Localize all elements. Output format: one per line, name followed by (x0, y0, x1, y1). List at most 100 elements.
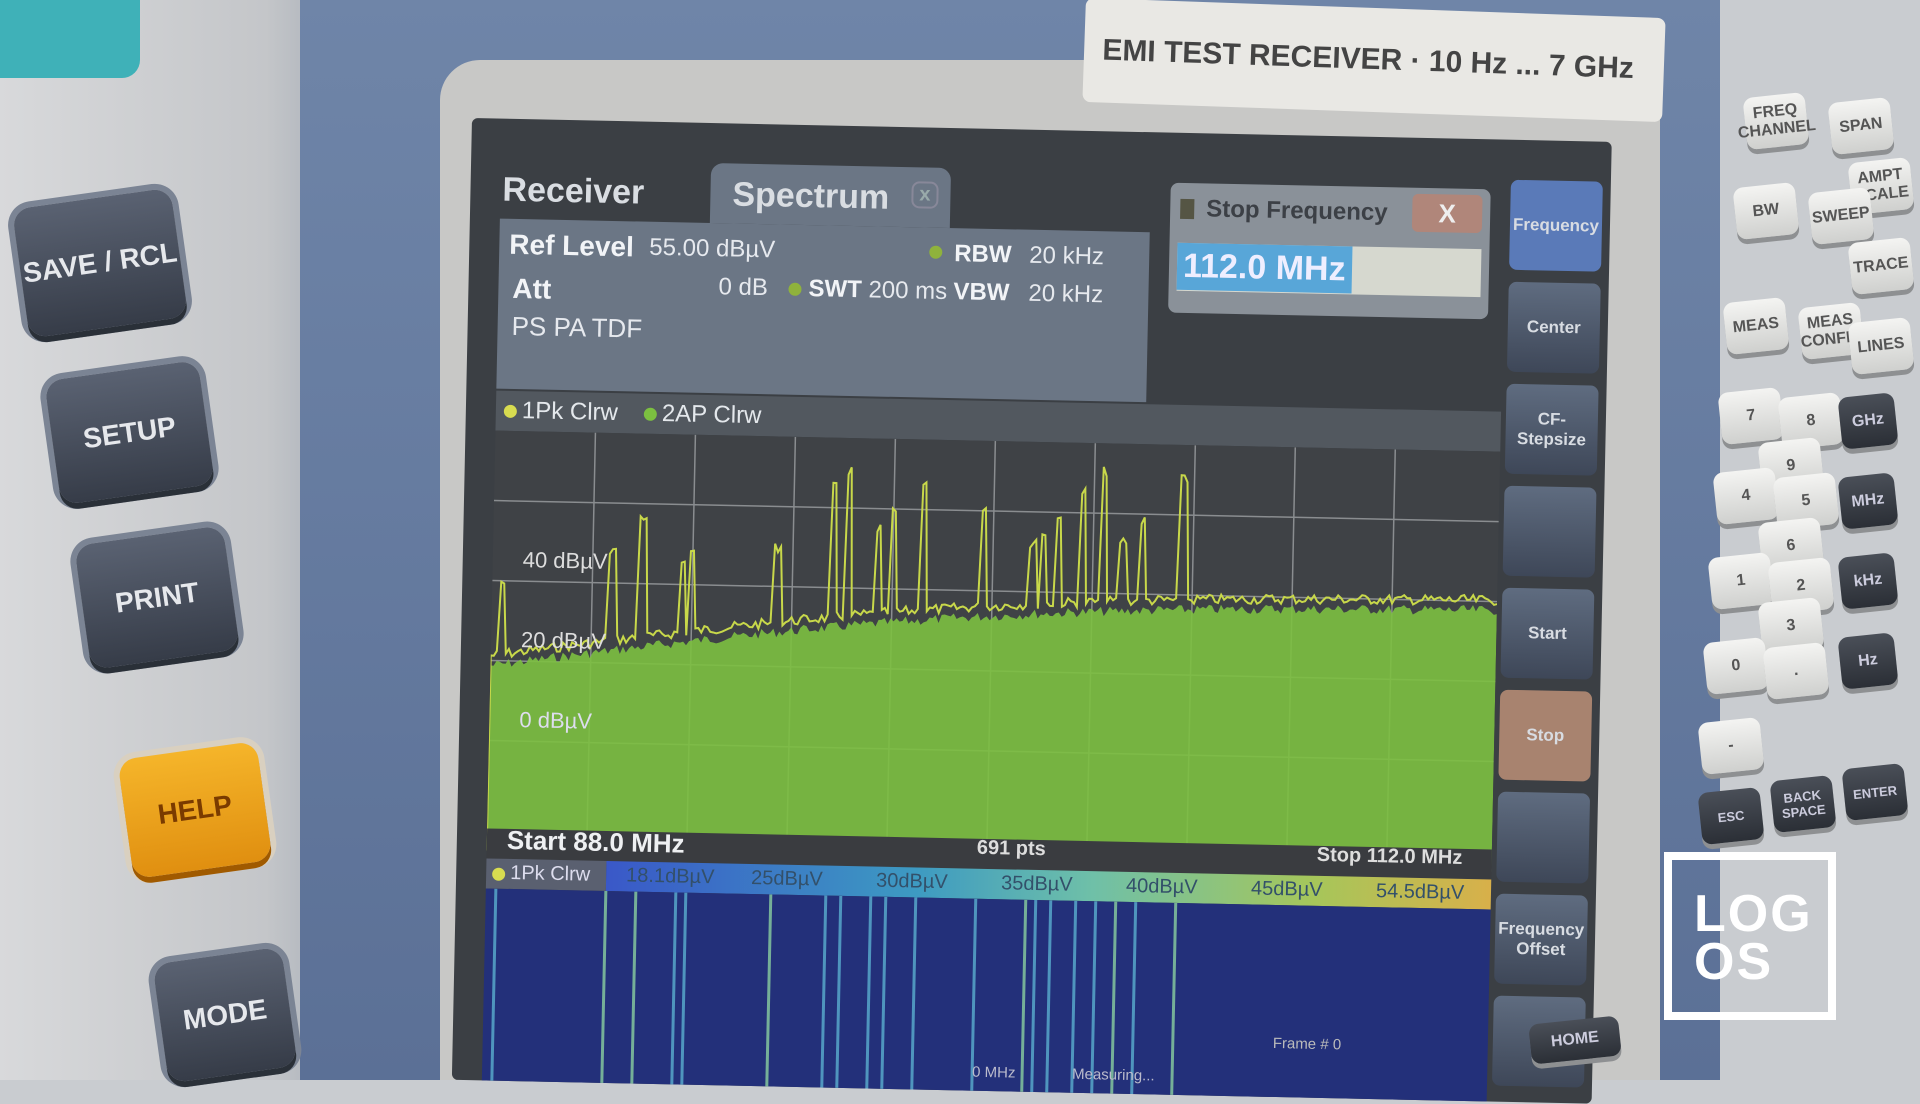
tab-close-icon[interactable]: x (911, 181, 939, 209)
softkey-cf-stepsize[interactable]: CF-Stepsize (1504, 383, 1599, 476)
bottom-frequency-label: 0 MHz (971, 1063, 1016, 1082)
key-back-space[interactable]: BACK SPACE (1769, 774, 1837, 834)
key-1[interactable]: 1 (1707, 551, 1775, 611)
analyzer-screen: Receiver Spectrum x Ref Level 55.00 dBµV … (451, 118, 1612, 1104)
vbw-label: VBW (953, 278, 1010, 307)
att-label: Att (512, 272, 552, 305)
softkey-start[interactable]: Start (1500, 587, 1595, 680)
colorbar-label: 45dBµV (1250, 877, 1323, 901)
spectrogram-line (835, 895, 843, 1096)
dialog-grip-icon (1180, 198, 1195, 220)
key-sweep[interactable]: SWEEP (1807, 186, 1875, 246)
tab-spectrum[interactable]: Spectrum x (709, 163, 952, 229)
key-ghz[interactable]: GHz (1837, 392, 1899, 450)
frame-label: Frame # 0 (1272, 1034, 1342, 1054)
key-span[interactable]: SPAN (1827, 96, 1895, 156)
title-plate: EMI TEST RECEIVER · 10 Hz ... 7 GHz (1082, 0, 1666, 123)
trace1-dot-icon (503, 404, 517, 419)
key-4[interactable]: 4 (1712, 466, 1780, 526)
swt-indicator-icon (788, 282, 802, 296)
spectrogram-line (1030, 899, 1038, 1100)
vbw-value: 20 kHz (1028, 279, 1104, 309)
spectrogram-line (1110, 901, 1118, 1102)
y-label-40: 40 dBµV (522, 547, 608, 574)
setup-button[interactable]: SETUP (44, 359, 215, 506)
spectrogram-line (880, 896, 888, 1097)
trace2-label: 2AP Clrw (661, 400, 762, 430)
trace2-fill (486, 604, 1497, 872)
spectrogram-line (865, 896, 873, 1097)
help-button[interactable]: HELP (117, 740, 273, 880)
key-khz[interactable]: kHz (1837, 552, 1899, 610)
spectrogram-trace-text: 1Pk Clrw (509, 861, 591, 886)
colorbar-label: 35dBµV (1000, 872, 1073, 896)
spectrogram-line (680, 892, 688, 1093)
spectrogram-line (820, 895, 828, 1096)
att-value: 0 dB (718, 273, 769, 302)
spectrogram-line (1070, 900, 1078, 1101)
ref-level-value: 55.00 dBµV (649, 233, 776, 264)
softkey-blank-3[interactable] (1502, 485, 1597, 578)
key-dot[interactable]: . (1762, 641, 1830, 701)
spectrogram-line (1090, 901, 1098, 1102)
key-esc[interactable]: ESC (1697, 786, 1765, 846)
key-trace[interactable]: TRACE (1847, 236, 1915, 296)
spectrogram-line (600, 890, 608, 1091)
logo-watermark: LOG OS (1664, 852, 1836, 1020)
key-freq-channel[interactable]: FREQ CHANNEL (1737, 91, 1817, 151)
grid-line-h (493, 499, 1499, 523)
spectrogram-line (1170, 902, 1178, 1103)
colorbar-label: 18.1dBµV (625, 864, 715, 889)
spectrogram-line (1020, 899, 1028, 1100)
swt-value: 200 ms (868, 276, 948, 305)
softkey-blank-6[interactable] (1496, 791, 1591, 884)
power-button[interactable] (0, 0, 140, 78)
stop-frequency-dialog: Stop Frequency X 112.0 MHz (1168, 182, 1491, 320)
spectrogram-line (630, 891, 638, 1092)
spectrogram-line (1045, 900, 1053, 1101)
key-7[interactable]: 7 (1717, 386, 1785, 446)
key-lines[interactable]: LINES (1847, 316, 1915, 376)
spectrogram-line (970, 898, 978, 1099)
spectrogram-line (765, 894, 773, 1095)
colorbar-label: 25dBµV (750, 867, 823, 891)
start-frequency-label: Start 88.0 MHz (506, 824, 685, 859)
softkey-frequency[interactable]: Frequency (1509, 179, 1603, 272)
trace-dot-icon (492, 867, 506, 881)
softkey-frequency-offset[interactable]: Frequency Offset (1494, 893, 1588, 986)
y-label-20: 20 dBµV (520, 627, 607, 654)
key-enter[interactable]: ENTER (1841, 762, 1909, 822)
key-hz[interactable]: Hz (1837, 632, 1899, 690)
status-label: Measuring... (1071, 1065, 1155, 1085)
stop-frequency-value: 112.0 MHz (1176, 242, 1353, 294)
key-bw[interactable]: BW (1732, 181, 1800, 241)
stop-frequency-input[interactable]: 112.0 MHz (1176, 242, 1482, 298)
softkey-center[interactable]: Center (1506, 281, 1601, 374)
rbw-indicator-icon (929, 245, 943, 259)
softkey-stop[interactable]: Stop (1498, 689, 1593, 782)
dialog-close-button[interactable]: X (1411, 193, 1483, 234)
spectrum-plot (486, 430, 1501, 872)
grid-line-h (492, 579, 1498, 603)
colorbar-label: 30dBµV (875, 869, 948, 894)
key-minus[interactable]: - (1697, 716, 1765, 776)
tab-label: Spectrum (732, 175, 890, 217)
key-mhz[interactable]: MHz (1837, 472, 1899, 530)
spectrogram-line (490, 888, 498, 1089)
save-rcl-button[interactable]: SAVE / RCL (11, 187, 189, 339)
trace1-line (486, 466, 1498, 851)
dialog-title: Stop Frequency (1205, 195, 1388, 227)
rbw-value: 20 kHz (1028, 241, 1105, 271)
key-0[interactable]: 0 (1702, 636, 1770, 696)
tab-receiver[interactable]: Receiver (502, 170, 645, 212)
colorbar-label: 54.5dBµV (1375, 880, 1465, 904)
print-button[interactable]: PRINT (74, 525, 240, 670)
spectrogram-line (670, 892, 678, 1093)
trace1-label: 1Pk Clrw (521, 397, 619, 427)
swt-label: SWT (808, 275, 863, 304)
mode-button[interactable]: MODE (152, 946, 298, 1084)
y-label-0: 0 dBµV (519, 707, 593, 734)
spectrogram-trace-label: 1Pk Clrw (485, 858, 607, 891)
key-meas[interactable]: MEAS (1722, 296, 1790, 356)
colorbar-label: 40dBµV (1125, 874, 1198, 899)
